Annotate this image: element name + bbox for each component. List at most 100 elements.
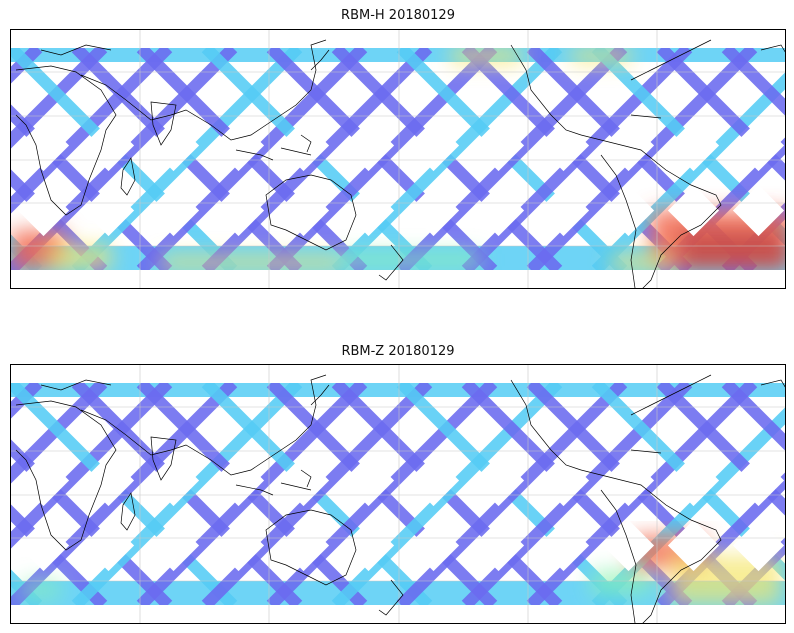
coastline-path [265,509,357,586]
coverage-gap [537,184,590,237]
coverage-gap [82,519,135,572]
swath-track [201,383,433,605]
swath-track [266,383,498,605]
coverage-gap [407,184,460,237]
coastline-path [580,134,722,288]
coverage-gap [277,519,330,572]
coastline-path [300,134,312,153]
coverage-gap [667,184,720,237]
coastline-path [630,39,712,81]
swath-map [11,30,785,288]
coverage-gap [667,454,720,507]
coastlines [15,374,785,623]
swath-track [721,48,785,116]
value-patch [571,48,631,64]
coastline-path [630,374,712,416]
coastline-path [80,374,327,476]
coastline-path [15,400,117,551]
graticule [11,365,785,623]
swath-track [266,48,498,270]
coastline-path [150,101,177,146]
coverage-gap [667,519,720,572]
value-patch [451,48,521,64]
value-patch [591,570,651,595]
swath-track [11,504,108,605]
value-patch [611,255,671,270]
graticule [11,30,785,288]
coastline-path [600,154,637,288]
coverage-gap [407,119,460,172]
value-patch [681,230,785,270]
coastline-path [510,379,582,471]
swath-track [71,48,303,270]
coverage-gap [342,184,395,237]
coastline-path [280,147,312,156]
coastline-path [580,469,722,623]
coverage-gap [407,519,460,572]
coverage-gap [732,454,785,507]
swath-track [331,383,563,605]
swath-track [591,72,785,270]
swath-track [11,383,108,484]
swath-track [11,383,173,549]
coverage-gap [472,519,525,572]
coverage-gap [732,184,785,237]
coastline-path [120,157,136,196]
coastlines [15,39,785,288]
coverage-gap [17,454,70,507]
coverage-gap [17,184,70,237]
coastline-path [510,44,582,136]
coverage-gap [732,519,785,572]
swath-track [201,48,433,270]
swath-tracks [11,383,785,605]
coverage-gap [342,519,395,572]
swath-track [461,383,693,605]
value-patch [51,245,111,270]
coastline-path [600,489,637,623]
coverage-gap [277,184,330,237]
coverage-gap [277,454,330,507]
value-patch [161,255,341,270]
coastline-path [15,65,117,216]
coverage-gap [472,184,525,237]
coastline-path [280,482,312,491]
coverage-gap [342,119,395,172]
panel-title: RBM-H 20180129 [341,8,455,23]
swath-track [396,383,628,605]
swath-layer [11,48,785,270]
coverage-gap [602,184,655,237]
swath-track [11,48,173,214]
swath-layer [11,383,785,605]
swath-track [526,383,758,605]
coastline-path [760,44,785,53]
coverage-gaps [17,454,785,572]
coverage-gap [82,454,135,507]
coastline-path [378,579,404,616]
swath-track [136,383,368,605]
swath-track [11,48,108,149]
coverage-gap [277,119,330,172]
coastline-path [300,469,312,488]
coverage-gap [147,184,200,237]
map-frame [10,29,786,289]
coastline-path [630,114,662,119]
coverage-gap [212,454,265,507]
coastline-path [265,174,357,251]
coastline-path [80,39,327,141]
swath-track [71,383,303,605]
swath-track [11,383,238,605]
coastline-path [120,492,136,531]
coverage-gap [602,519,655,572]
coverage-gap [147,454,200,507]
coastline-path [630,449,662,454]
swath-track [461,48,693,270]
value-patch [341,252,481,268]
coastline-path [760,379,785,388]
coverage-gap [342,454,395,507]
coastline-path [235,149,274,161]
coverage-gap [602,454,655,507]
coastline-path [150,436,177,481]
coverage-gap [212,184,265,237]
value-patch [21,580,61,600]
coastline-path [310,384,330,406]
